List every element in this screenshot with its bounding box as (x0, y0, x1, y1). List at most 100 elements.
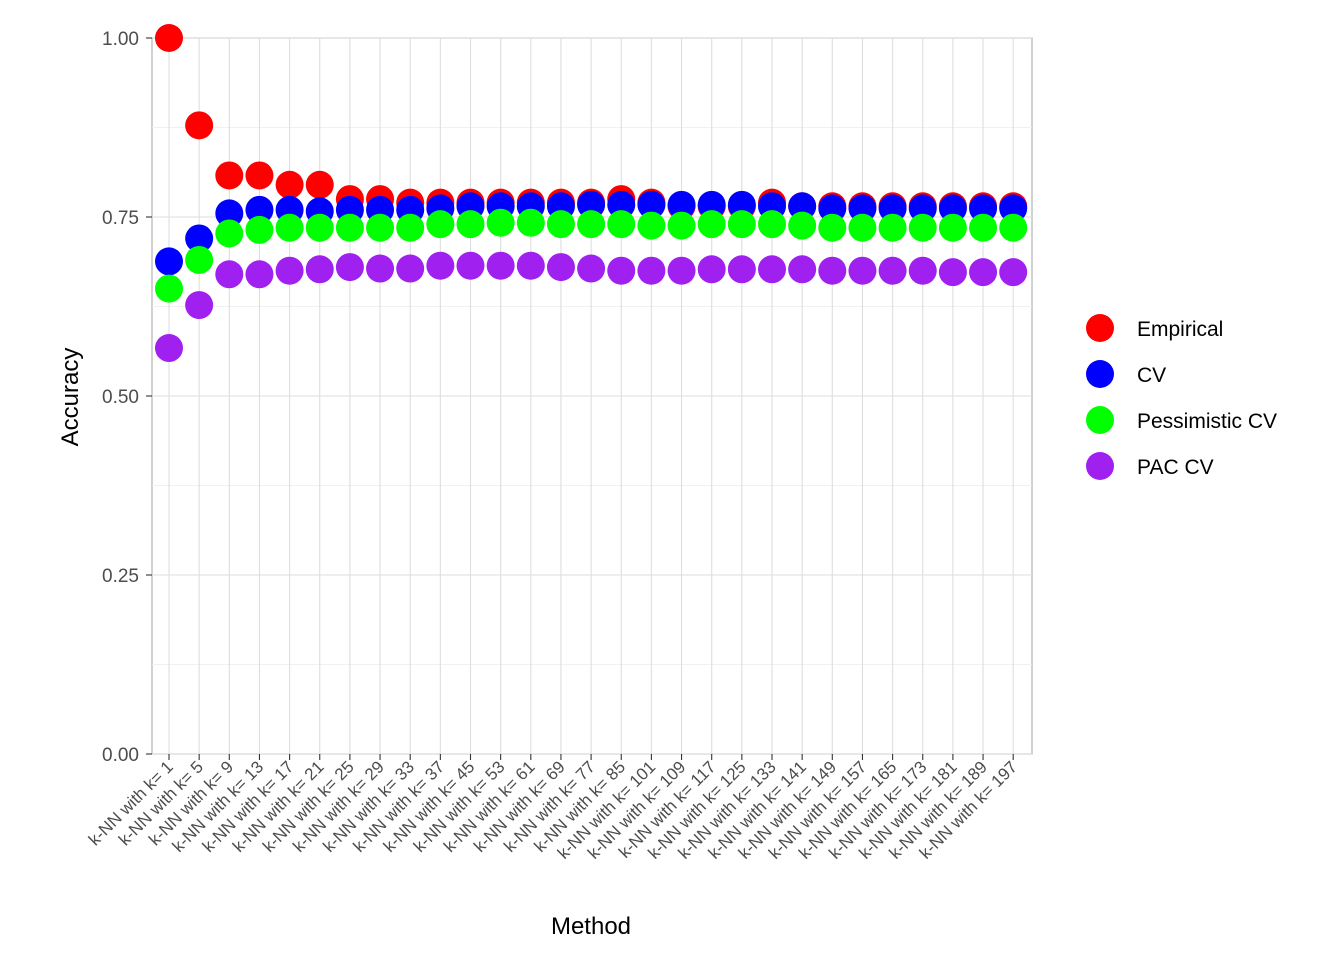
data-point (697, 190, 726, 219)
data-point (727, 255, 756, 284)
data-point (577, 190, 606, 219)
data-point (185, 111, 214, 140)
data-point (938, 258, 967, 287)
data-point (426, 251, 455, 280)
data-point (577, 254, 606, 283)
x-axis-ticks: k-NN with k= 1k-NN with k= 5k-NN with k=… (85, 754, 1021, 863)
data-point (908, 256, 937, 285)
data-point (667, 190, 696, 219)
data-point (969, 194, 998, 223)
data-point (516, 251, 545, 280)
x-axis-title: Method (551, 913, 631, 940)
data-point (727, 190, 756, 219)
data-point (426, 210, 455, 239)
data-point (185, 245, 214, 274)
data-point (999, 258, 1028, 287)
data-point (546, 210, 575, 239)
data-point (999, 213, 1028, 242)
data-point (155, 334, 183, 363)
data-point (818, 256, 847, 285)
data-points (155, 24, 1028, 363)
data-point (396, 254, 425, 283)
data-point (486, 208, 515, 237)
data-point (969, 258, 998, 287)
data-point (667, 211, 696, 240)
data-point (486, 251, 515, 280)
data-point (215, 260, 244, 289)
data-point (999, 194, 1028, 223)
series-pac-cv (155, 251, 1028, 363)
data-point (185, 224, 214, 253)
data-point (697, 255, 726, 284)
legend-label: Empirical (1137, 318, 1223, 341)
legend-label: Pessimistic CV (1137, 410, 1277, 433)
y-tick-label: 0.50 (102, 387, 139, 408)
data-point (969, 213, 998, 242)
data-point (305, 213, 334, 242)
data-point (758, 210, 786, 239)
data-point (607, 210, 636, 239)
data-point (758, 255, 786, 284)
data-point (215, 199, 244, 228)
data-point (275, 170, 304, 199)
data-point (938, 213, 967, 242)
data-point (456, 251, 485, 280)
data-point (818, 194, 847, 223)
series-pessimistic-cv (155, 208, 1028, 303)
data-point (878, 213, 907, 242)
legend-label: CV (1137, 364, 1166, 387)
data-point (788, 192, 817, 221)
data-point (908, 194, 937, 223)
data-point (667, 256, 696, 285)
legend-key (1086, 452, 1114, 480)
y-tick-label: 0.25 (102, 566, 139, 587)
data-point (788, 211, 817, 240)
data-point (215, 219, 244, 248)
data-point (818, 213, 847, 242)
data-point (185, 291, 214, 320)
data-point (607, 256, 636, 285)
data-point (727, 210, 756, 239)
data-point (878, 194, 907, 223)
data-point (848, 194, 877, 223)
data-point (546, 253, 575, 282)
data-point (245, 161, 274, 190)
data-point (908, 213, 937, 242)
data-point (335, 253, 364, 282)
data-point (155, 247, 183, 276)
data-point (938, 194, 967, 223)
y-tick-label: 0.00 (102, 745, 139, 766)
data-point (456, 210, 485, 239)
data-point (305, 255, 334, 284)
legend: Empirical CV Pessimistic CV PAC CV (1086, 314, 1277, 480)
data-point (155, 274, 183, 303)
data-point (788, 255, 817, 284)
y-axis-title: Accuracy (57, 348, 84, 447)
y-tick-label: 0.75 (102, 208, 139, 229)
legend-key (1086, 314, 1114, 342)
data-point (275, 256, 304, 285)
data-point (245, 260, 274, 289)
legend-key (1086, 360, 1114, 388)
data-point (577, 210, 606, 239)
data-point (305, 170, 334, 199)
data-point (637, 211, 666, 240)
legend-key (1086, 406, 1114, 434)
y-axis-ticks: 0.00 0.25 0.50 0.75 1.00 (102, 29, 152, 766)
data-point (607, 190, 636, 219)
data-point (878, 256, 907, 285)
data-point (366, 213, 395, 242)
data-point (848, 256, 877, 285)
data-point (245, 195, 274, 224)
data-point (215, 161, 244, 190)
data-point (637, 256, 666, 285)
data-point (366, 254, 395, 283)
data-point (155, 24, 183, 52)
data-point (275, 213, 304, 242)
data-point (697, 210, 726, 239)
data-point (245, 215, 274, 244)
data-point (848, 213, 877, 242)
data-point (637, 190, 666, 219)
data-point (335, 213, 364, 242)
